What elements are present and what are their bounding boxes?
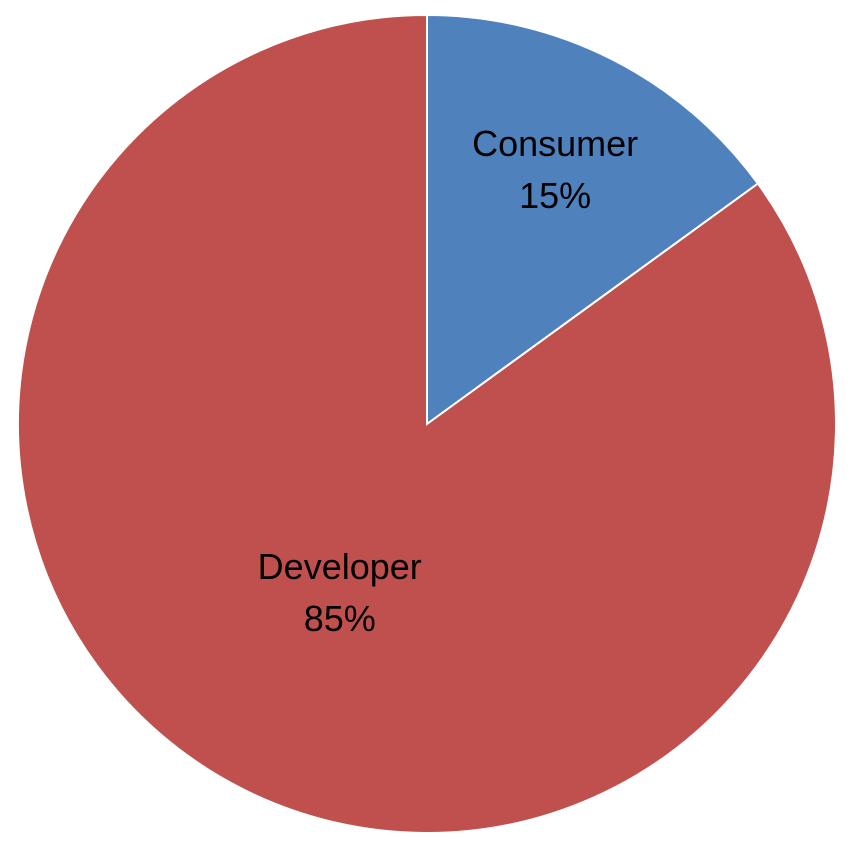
slice-label: Developer — [258, 546, 422, 587]
slice-value-label: 15% — [519, 175, 591, 216]
slice-value-label: 85% — [304, 598, 376, 639]
pie-slice — [426, 13, 760, 426]
pie-slice — [17, 13, 837, 834]
slice-label: Consumer — [472, 123, 638, 164]
